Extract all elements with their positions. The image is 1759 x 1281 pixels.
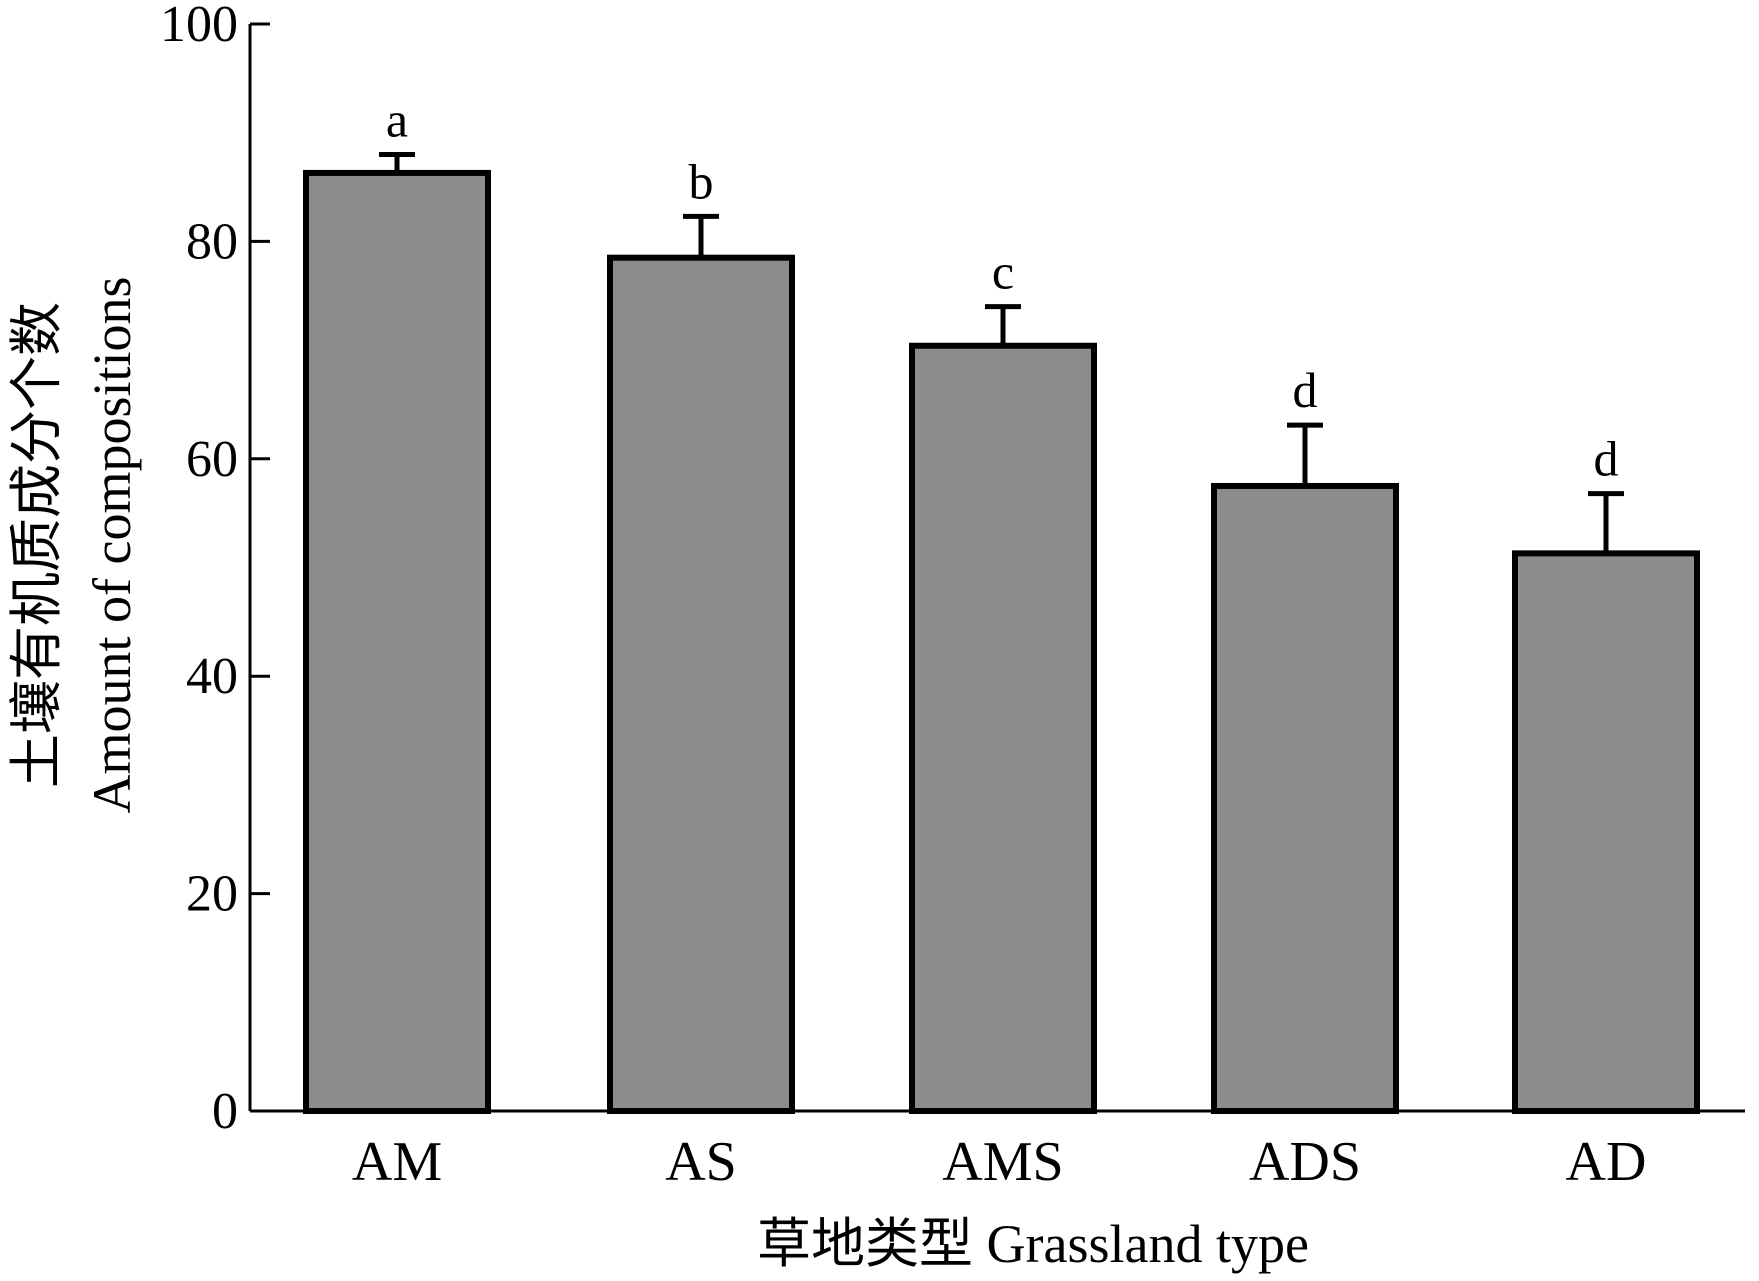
y-tick-label: 80 [186,213,238,270]
y-axis-title-en: Amount of compositions [82,277,142,814]
x-tick-labels: AM AS AMS ADS AD [352,1131,1647,1193]
y-tick-label: 60 [186,431,238,488]
bar-ams [909,342,1097,1114]
x-tick-label-ad: AD [1566,1131,1647,1193]
significance-letter-ad: d [1594,431,1619,487]
x-tick-label-am: AM [352,1131,442,1193]
y-tick-label: 100 [160,0,238,53]
significance-letter-ams: c [992,244,1014,300]
x-tick-label-ads: ADS [1249,1131,1361,1193]
bars [303,169,1700,1115]
x-tick-label-ams: AMS [942,1131,1063,1193]
x-axis-title: 草地类型 Grassland type [757,1214,1309,1274]
y-tick-label: 20 [186,866,238,923]
error-bars [379,151,1624,554]
significance-letters: a b c d d [386,91,1619,486]
significance-letter-ads: d [1293,362,1318,418]
significance-letter-as: b [689,153,714,209]
bar-ads [1211,482,1399,1115]
significance-letter-am: a [386,91,408,147]
x-tick-label-as: AS [665,1131,737,1193]
y-ticks: 0 20 40 60 80 100 [160,0,270,1140]
bar-ad [1512,550,1700,1114]
y-tick-label: 0 [212,1083,238,1140]
bar-am [303,169,491,1114]
bar-as [607,254,795,1114]
y-axis-title-zh: 土壤有机质成分个数 [7,302,67,788]
y-tick-label: 40 [186,648,238,705]
